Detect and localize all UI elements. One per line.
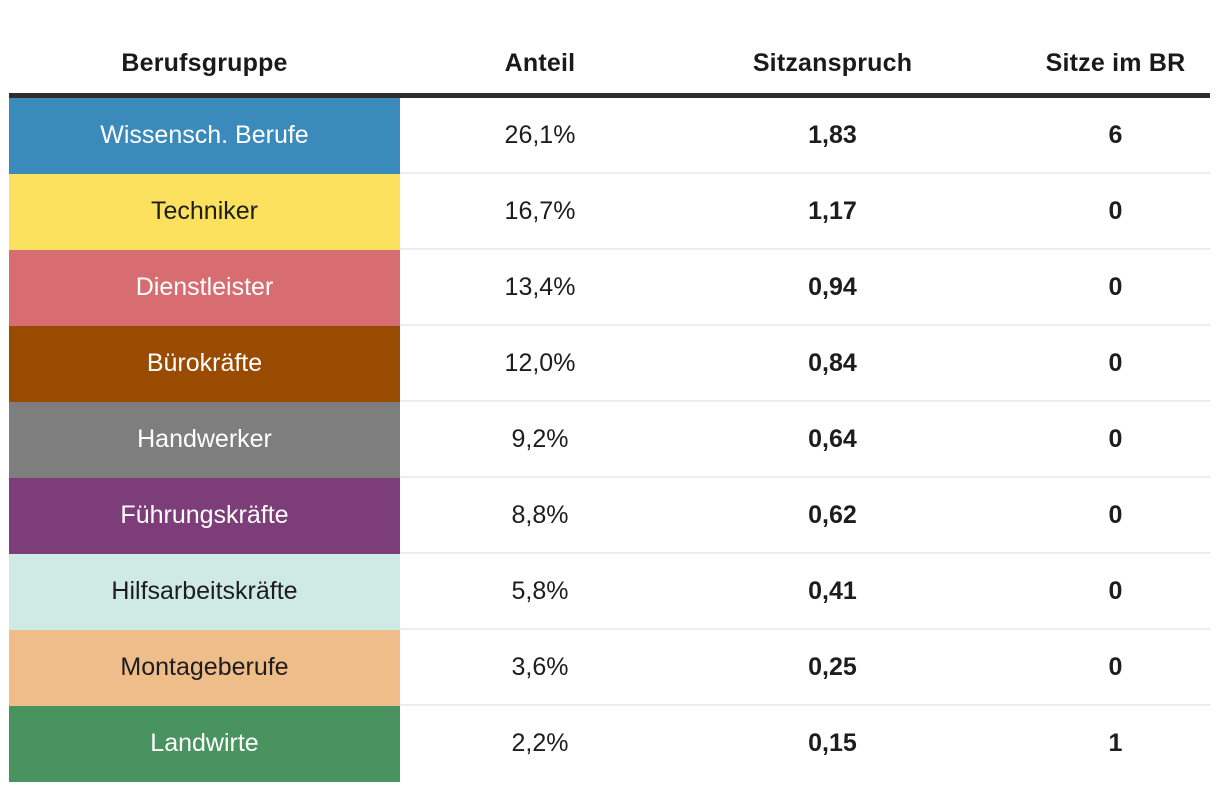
sitzanspruch-cell: 0,62 — [680, 478, 985, 554]
sitze-im-br-cell: 0 — [985, 174, 1210, 250]
column-header-sitze-im-br: Sitze im BR — [1045, 49, 1186, 77]
sitze-im-br-cell: 0 — [985, 478, 1210, 554]
berufsgruppe-cell: Führungskräfte — [9, 478, 400, 554]
sitzanspruch-cell: 0,25 — [680, 630, 985, 706]
berufsgruppe-cell: Hilfsarbeitskräfte — [9, 554, 400, 630]
berufsgruppe-cell: Handwerker — [9, 402, 400, 478]
berufsgruppe-cell: Dienstleister — [9, 250, 400, 326]
berufsgruppe-cell: Landwirte — [9, 706, 400, 782]
sitzanspruch-cell: 1,17 — [680, 174, 985, 250]
sitze-im-br-cell: 0 — [985, 402, 1210, 478]
anteil-cell: 16,7% — [400, 174, 680, 250]
berufsgruppe-cell: Montageberufe — [9, 630, 400, 706]
anteil-cell: 8,8% — [400, 478, 680, 554]
table-row: Hilfsarbeitskräfte 5,8% 0,41 0 — [9, 554, 1210, 630]
anteil-cell: 9,2% — [400, 402, 680, 478]
table-row: Wissensch. Berufe 26,1% 1,83 6 — [9, 98, 1210, 174]
table-row: Führungskräfte 8,8% 0,62 0 — [9, 478, 1210, 554]
table-row: Montageberufe 3,6% 0,25 0 — [9, 630, 1210, 706]
sitze-im-br-cell: 6 — [985, 98, 1210, 174]
sitzanspruch-cell: 0,94 — [680, 250, 985, 326]
berufsgruppe-cell: Bürokräfte — [9, 326, 400, 402]
column-header-sitzanspruch: Sitzanspruch — [752, 49, 913, 77]
anteil-cell: 5,8% — [400, 554, 680, 630]
berufsgruppe-cell: Techniker — [9, 174, 400, 250]
table-body: Wissensch. Berufe 26,1% 1,83 6 Techniker 16,7… — [9, 98, 1210, 782]
berufsgruppen-table: Berufsgruppe Anteil Sitzanspruch Sitze i… — [9, 0, 1210, 782]
sitzanspruch-cell: 0,15 — [680, 706, 985, 782]
anteil-cell: 12,0% — [400, 326, 680, 402]
table-header-row: Berufsgruppe Anteil Sitzanspruch Sitze i… — [9, 0, 1210, 98]
sitze-im-br-cell: 0 — [985, 250, 1210, 326]
sitze-im-br-cell: 0 — [985, 326, 1210, 402]
table-row: Landwirte 2,2% 0,15 1 — [9, 706, 1210, 782]
sitzanspruch-cell: 0,41 — [680, 554, 985, 630]
sitzanspruch-cell: 0,64 — [680, 402, 985, 478]
sitzanspruch-cell: 0,84 — [680, 326, 985, 402]
column-header-anteil: Anteil — [504, 49, 576, 77]
anteil-cell: 3,6% — [400, 630, 680, 706]
sitze-im-br-cell: 0 — [985, 630, 1210, 706]
column-header-berufsgruppe: Berufsgruppe — [121, 49, 288, 77]
anteil-cell: 2,2% — [400, 706, 680, 782]
anteil-cell: 13,4% — [400, 250, 680, 326]
table-row: Techniker 16,7% 1,17 0 — [9, 174, 1210, 250]
sitze-im-br-cell: 1 — [985, 706, 1210, 782]
table-row: Handwerker 9,2% 0,64 0 — [9, 402, 1210, 478]
berufsgruppe-cell: Wissensch. Berufe — [9, 98, 400, 174]
sitzanspruch-cell: 1,83 — [680, 98, 985, 174]
table-row: Dienstleister 13,4% 0,94 0 — [9, 250, 1210, 326]
table-row: Bürokräfte 12,0% 0,84 0 — [9, 326, 1210, 402]
anteil-cell: 26,1% — [400, 98, 680, 174]
sitze-im-br-cell: 0 — [985, 554, 1210, 630]
